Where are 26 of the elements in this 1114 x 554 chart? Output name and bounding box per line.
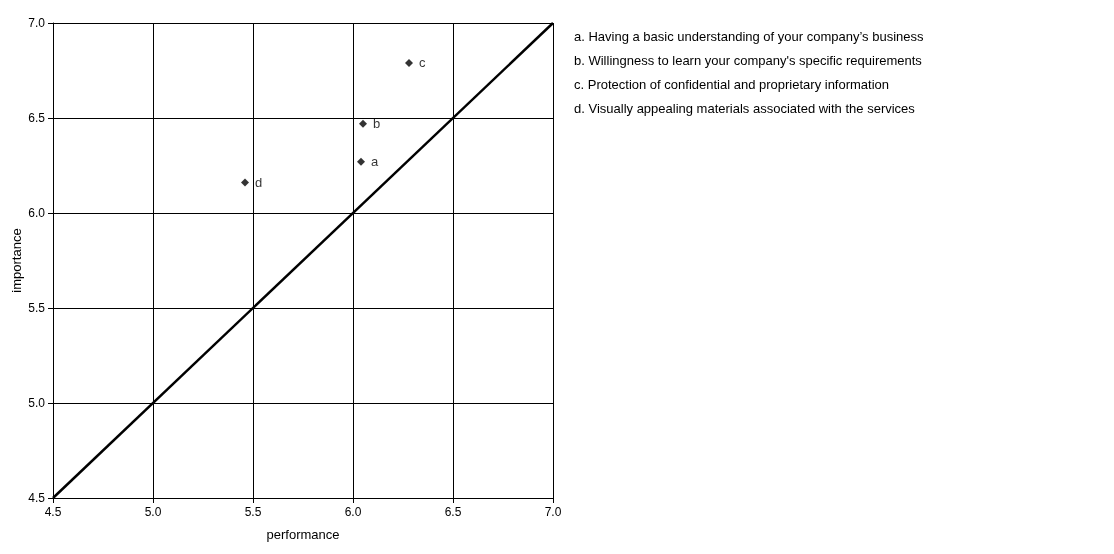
point: [357, 157, 365, 166]
x-tick-label: 6.5: [444, 505, 462, 519]
y-tick-label: 6.0: [28, 206, 46, 220]
point: [241, 178, 249, 187]
x-tick-label: 6.0: [344, 505, 362, 519]
y-tick-label: 7.0: [28, 16, 46, 30]
data-label: c: [419, 55, 426, 71]
y-tick-label: 6.5: [28, 111, 46, 125]
text: a. Having a basic understanding of your company’s business: [574, 29, 925, 44]
y-tick-label: 4.5: [28, 491, 46, 505]
text: d. Visually appealing materials associated with the services: [574, 101, 916, 116]
text: b. Willingness to learn your company's specific requirements: [574, 53, 923, 68]
y-axis-title: importance: [9, 228, 24, 293]
x-tick-label: 4.5: [44, 505, 62, 519]
data-label: d: [255, 175, 263, 191]
point: [359, 119, 367, 128]
x-axis-title: performance: [266, 527, 340, 542]
point: [405, 58, 413, 67]
x-tick-label: 5.5: [244, 505, 262, 519]
data-label: a: [371, 154, 379, 170]
text: c. Protection of confidential and proprietary information: [574, 77, 890, 92]
x-tick-label: 7.0: [544, 505, 562, 519]
y-tick-label: 5.0: [28, 396, 46, 410]
y-tick-label: 5.5: [28, 301, 46, 315]
data-label: b: [373, 116, 381, 132]
x-tick-label: 5.0: [144, 505, 162, 519]
